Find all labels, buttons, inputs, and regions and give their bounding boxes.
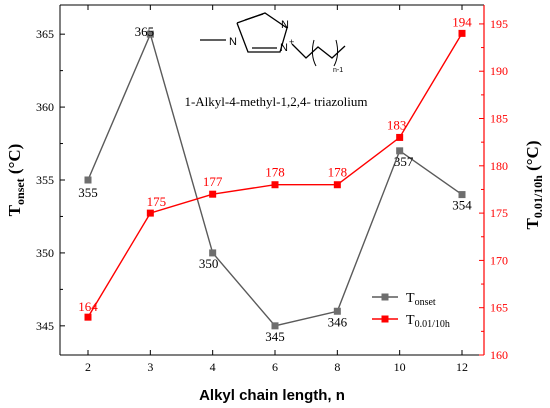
left-axis-tick-labels: 345 350 355 360 365 xyxy=(36,27,54,333)
left-tick-label: 350 xyxy=(36,246,54,260)
data-label: 175 xyxy=(147,194,167,209)
atom-n2: N xyxy=(281,19,289,31)
data-point xyxy=(271,181,279,189)
left-tick-label: 360 xyxy=(36,100,54,114)
data-point xyxy=(396,147,404,155)
right-tick-label: 180 xyxy=(490,159,508,173)
data-label: 345 xyxy=(265,329,285,344)
data-labels-layer: 355 365 350 345 346 357 354 164 175 177 178 178 183 1… xyxy=(78,14,472,343)
data-label: 183 xyxy=(387,117,407,132)
right-tick-label: 175 xyxy=(490,206,508,220)
right-axis-title-main: T xyxy=(523,218,542,230)
data-label: 178 xyxy=(265,165,285,180)
left-tick-label: 355 xyxy=(36,173,54,187)
chain-bracket-right xyxy=(333,39,339,67)
data-point xyxy=(84,313,92,321)
legend: Tonset T0.01/10h xyxy=(372,291,450,330)
legend-marker-onset xyxy=(381,293,389,301)
data-point xyxy=(333,307,341,315)
series-layer xyxy=(84,29,466,330)
data-label: 355 xyxy=(78,185,98,200)
data-label: 354 xyxy=(452,198,472,213)
x-axis-tick-labels: 2 3 4 6 8 10 12 xyxy=(85,360,468,374)
left-axis-title-unit: (°C) xyxy=(5,144,24,179)
right-tick-label: 165 xyxy=(490,301,508,315)
right-tick-label: 190 xyxy=(490,64,508,78)
data-label: 178 xyxy=(328,165,348,180)
triazolium-structure: N N N + n-1 1-Alkyl-4-methyl-1,2,4- tria… xyxy=(184,12,368,109)
data-label: 194 xyxy=(452,14,472,29)
left-axis-title-sub: onset xyxy=(13,178,27,205)
left-tick-label: 345 xyxy=(36,319,54,333)
data-point xyxy=(333,181,341,189)
data-label: 346 xyxy=(328,314,348,329)
data-point xyxy=(458,191,466,199)
atom-n1: N xyxy=(229,36,237,48)
x-tick-label: 10 xyxy=(394,360,406,374)
right-axis-tick-labels: 160 165 170 175 180 185 190 195 xyxy=(490,17,508,362)
data-point xyxy=(146,30,154,38)
data-point xyxy=(146,209,154,217)
x-tick-label: 3 xyxy=(147,360,153,374)
structure-caption: 1-Alkyl-4-methyl-1,2,4- triazolium xyxy=(184,94,367,109)
legend-label-t001-sub: 0.01/10h xyxy=(415,319,450,330)
legend-marker-t001 xyxy=(381,315,389,323)
chain-bracket xyxy=(311,39,317,67)
legend-label-onset-sub: onset xyxy=(415,297,436,308)
right-axis-ticks xyxy=(479,23,484,356)
right-tick-label: 160 xyxy=(490,348,508,362)
alkyl-chain xyxy=(291,43,346,59)
left-axis-title-main: T xyxy=(5,204,24,216)
x-tick-label: 12 xyxy=(456,360,468,374)
data-label: 164 xyxy=(78,299,98,314)
atom-charge: + xyxy=(289,37,294,47)
x-tick-label: 8 xyxy=(334,360,340,374)
x-axis-ticks xyxy=(87,5,463,355)
data-label: 357 xyxy=(394,154,414,169)
data-label: 350 xyxy=(199,256,219,271)
data-point xyxy=(209,190,217,198)
data-point xyxy=(209,249,217,257)
legend-label-t001-main: T xyxy=(406,313,415,328)
legend-label-onset-main: T xyxy=(406,291,415,306)
right-tick-label: 185 xyxy=(490,112,508,126)
right-axis-title: T0.01/10h (°C) xyxy=(523,140,545,229)
right-tick-label: 170 xyxy=(490,253,508,267)
data-point xyxy=(396,133,404,141)
ring-double-bond-top xyxy=(244,13,264,21)
left-tick-label: 365 xyxy=(36,27,54,41)
left-axis-title: Tonset (°C) xyxy=(5,144,27,217)
chain-subscript: n-1 xyxy=(333,67,343,74)
right-axis-title-sub: 0.01/10h xyxy=(531,175,545,218)
x-tick-label: 2 xyxy=(85,360,91,374)
right-tick-label: 195 xyxy=(490,17,508,31)
x-axis-title: Alkyl chain length, n xyxy=(199,387,345,404)
x-tick-label: 4 xyxy=(210,360,216,374)
series-line-onset xyxy=(87,32,463,327)
data-label: 177 xyxy=(203,174,223,189)
atom-n3: N xyxy=(280,42,288,54)
right-axis-title-unit: (°C) xyxy=(523,140,542,175)
x-tick-label: 6 xyxy=(272,360,278,374)
data-label: 365 xyxy=(135,24,155,39)
data-point xyxy=(458,29,466,37)
data-point xyxy=(84,176,92,184)
legend-label-onset: Tonset xyxy=(406,291,436,308)
left-axis-ticks xyxy=(60,33,65,327)
legend-label-t001: T0.01/10h xyxy=(406,313,450,330)
data-point xyxy=(271,322,279,330)
